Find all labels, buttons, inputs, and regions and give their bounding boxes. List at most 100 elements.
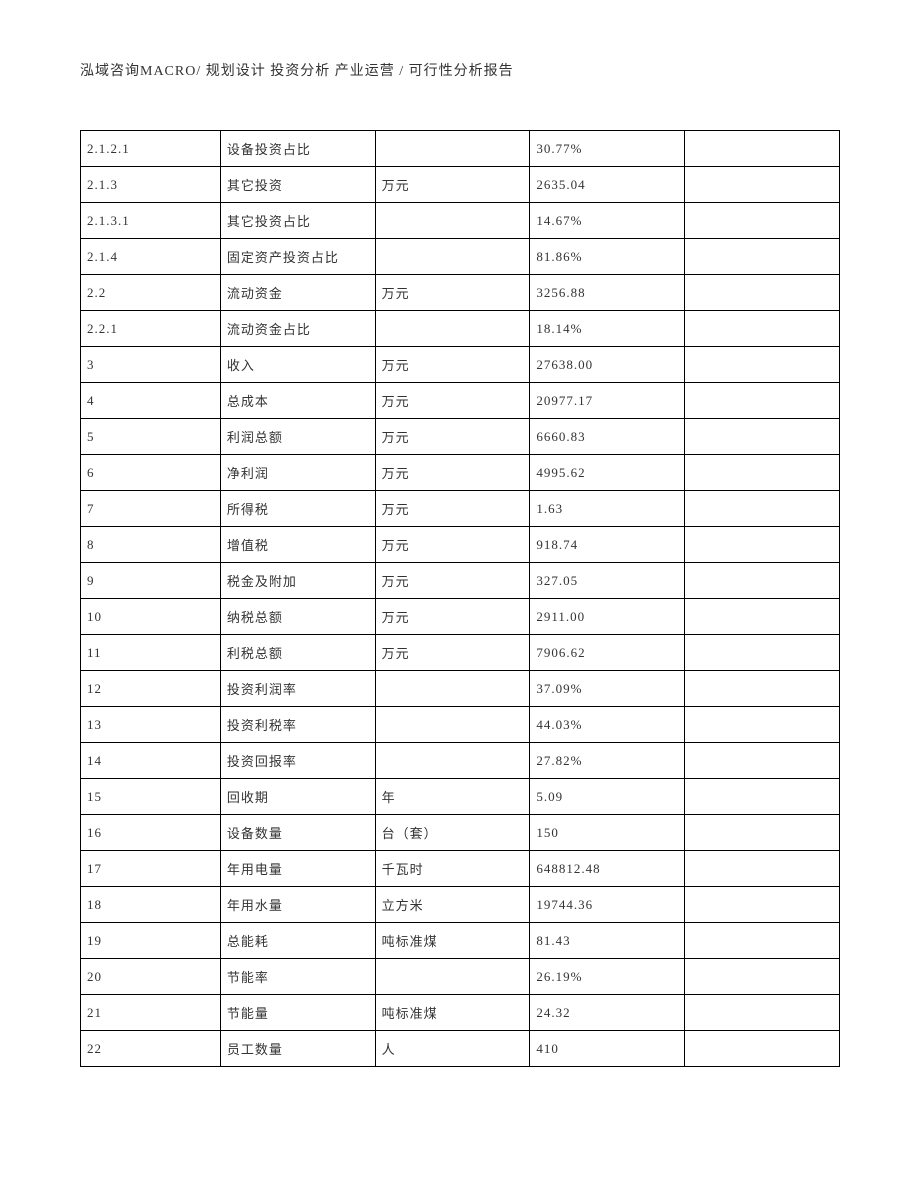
cell-index: 11 (81, 635, 221, 671)
cell-note (685, 887, 840, 923)
cell-name: 其它投资占比 (220, 203, 375, 239)
cell-unit: 万元 (375, 635, 530, 671)
cell-index: 13 (81, 707, 221, 743)
cell-value: 37.09% (530, 671, 685, 707)
cell-unit (375, 131, 530, 167)
cell-name: 利润总额 (220, 419, 375, 455)
table-row: 2.2 流动资金 万元 3256.88 (81, 275, 840, 311)
cell-value: 6660.83 (530, 419, 685, 455)
cell-value: 410 (530, 1031, 685, 1067)
cell-unit: 台（套） (375, 815, 530, 851)
table-row: 17 年用电量 千瓦时 648812.48 (81, 851, 840, 887)
cell-unit: 万元 (375, 167, 530, 203)
cell-index: 20 (81, 959, 221, 995)
cell-unit (375, 671, 530, 707)
cell-note (685, 599, 840, 635)
cell-value: 27.82% (530, 743, 685, 779)
cell-name: 节能率 (220, 959, 375, 995)
cell-value: 918.74 (530, 527, 685, 563)
table-row: 3 收入 万元 27638.00 (81, 347, 840, 383)
cell-note (685, 635, 840, 671)
table-row: 8 增值税 万元 918.74 (81, 527, 840, 563)
table-row: 9 税金及附加 万元 327.05 (81, 563, 840, 599)
cell-name: 投资利润率 (220, 671, 375, 707)
cell-index: 2.1.2.1 (81, 131, 221, 167)
cell-note (685, 743, 840, 779)
cell-index: 16 (81, 815, 221, 851)
cell-unit (375, 311, 530, 347)
cell-note (685, 923, 840, 959)
cell-index: 2.1.3.1 (81, 203, 221, 239)
cell-value: 5.09 (530, 779, 685, 815)
cell-value: 30.77% (530, 131, 685, 167)
page-header: 泓域咨询MACRO/ 规划设计 投资分析 产业运营 / 可行性分析报告 (80, 60, 840, 80)
table-row: 2.1.2.1 设备投资占比 30.77% (81, 131, 840, 167)
cell-index: 3 (81, 347, 221, 383)
cell-value: 18.14% (530, 311, 685, 347)
table-row: 14 投资回报率 27.82% (81, 743, 840, 779)
cell-unit (375, 203, 530, 239)
cell-note (685, 959, 840, 995)
cell-value: 648812.48 (530, 851, 685, 887)
cell-name: 所得税 (220, 491, 375, 527)
cell-index: 2.2.1 (81, 311, 221, 347)
table-row: 19 总能耗 吨标准煤 81.43 (81, 923, 840, 959)
cell-index: 18 (81, 887, 221, 923)
cell-unit: 吨标准煤 (375, 995, 530, 1031)
cell-note (685, 275, 840, 311)
cell-note (685, 419, 840, 455)
cell-index: 12 (81, 671, 221, 707)
cell-index: 15 (81, 779, 221, 815)
cell-name: 收入 (220, 347, 375, 383)
table-row: 20 节能率 26.19% (81, 959, 840, 995)
page-container: 泓域咨询MACRO/ 规划设计 投资分析 产业运营 / 可行性分析报告 2.1.… (0, 0, 920, 1127)
cell-note (685, 527, 840, 563)
table-row: 2.1.3 其它投资 万元 2635.04 (81, 167, 840, 203)
cell-name: 总成本 (220, 383, 375, 419)
cell-name: 固定资产投资占比 (220, 239, 375, 275)
cell-name: 年用水量 (220, 887, 375, 923)
cell-unit: 千瓦时 (375, 851, 530, 887)
cell-unit: 立方米 (375, 887, 530, 923)
cell-note (685, 815, 840, 851)
cell-value: 27638.00 (530, 347, 685, 383)
cell-index: 6 (81, 455, 221, 491)
cell-index: 14 (81, 743, 221, 779)
cell-note (685, 491, 840, 527)
cell-unit: 万元 (375, 455, 530, 491)
cell-index: 10 (81, 599, 221, 635)
cell-value: 2635.04 (530, 167, 685, 203)
cell-note (685, 167, 840, 203)
cell-unit: 人 (375, 1031, 530, 1067)
cell-note (685, 455, 840, 491)
cell-name: 总能耗 (220, 923, 375, 959)
cell-note (685, 671, 840, 707)
table-row: 2.2.1 流动资金占比 18.14% (81, 311, 840, 347)
cell-note (685, 995, 840, 1031)
table-row: 21 节能量 吨标准煤 24.32 (81, 995, 840, 1031)
cell-name: 设备数量 (220, 815, 375, 851)
cell-value: 2911.00 (530, 599, 685, 635)
table-row: 2.1.4 固定资产投资占比 81.86% (81, 239, 840, 275)
cell-index: 2.1.3 (81, 167, 221, 203)
cell-value: 3256.88 (530, 275, 685, 311)
cell-note (685, 563, 840, 599)
cell-name: 回收期 (220, 779, 375, 815)
table-row: 4 总成本 万元 20977.17 (81, 383, 840, 419)
cell-name: 净利润 (220, 455, 375, 491)
cell-name: 节能量 (220, 995, 375, 1031)
cell-value: 327.05 (530, 563, 685, 599)
cell-value: 14.67% (530, 203, 685, 239)
cell-index: 4 (81, 383, 221, 419)
cell-name: 利税总额 (220, 635, 375, 671)
cell-index: 17 (81, 851, 221, 887)
cell-index: 8 (81, 527, 221, 563)
cell-note (685, 347, 840, 383)
cell-note (685, 707, 840, 743)
cell-value: 19744.36 (530, 887, 685, 923)
cell-note (685, 383, 840, 419)
cell-value: 1.63 (530, 491, 685, 527)
cell-note (685, 203, 840, 239)
table-row: 10 纳税总额 万元 2911.00 (81, 599, 840, 635)
cell-unit: 万元 (375, 419, 530, 455)
